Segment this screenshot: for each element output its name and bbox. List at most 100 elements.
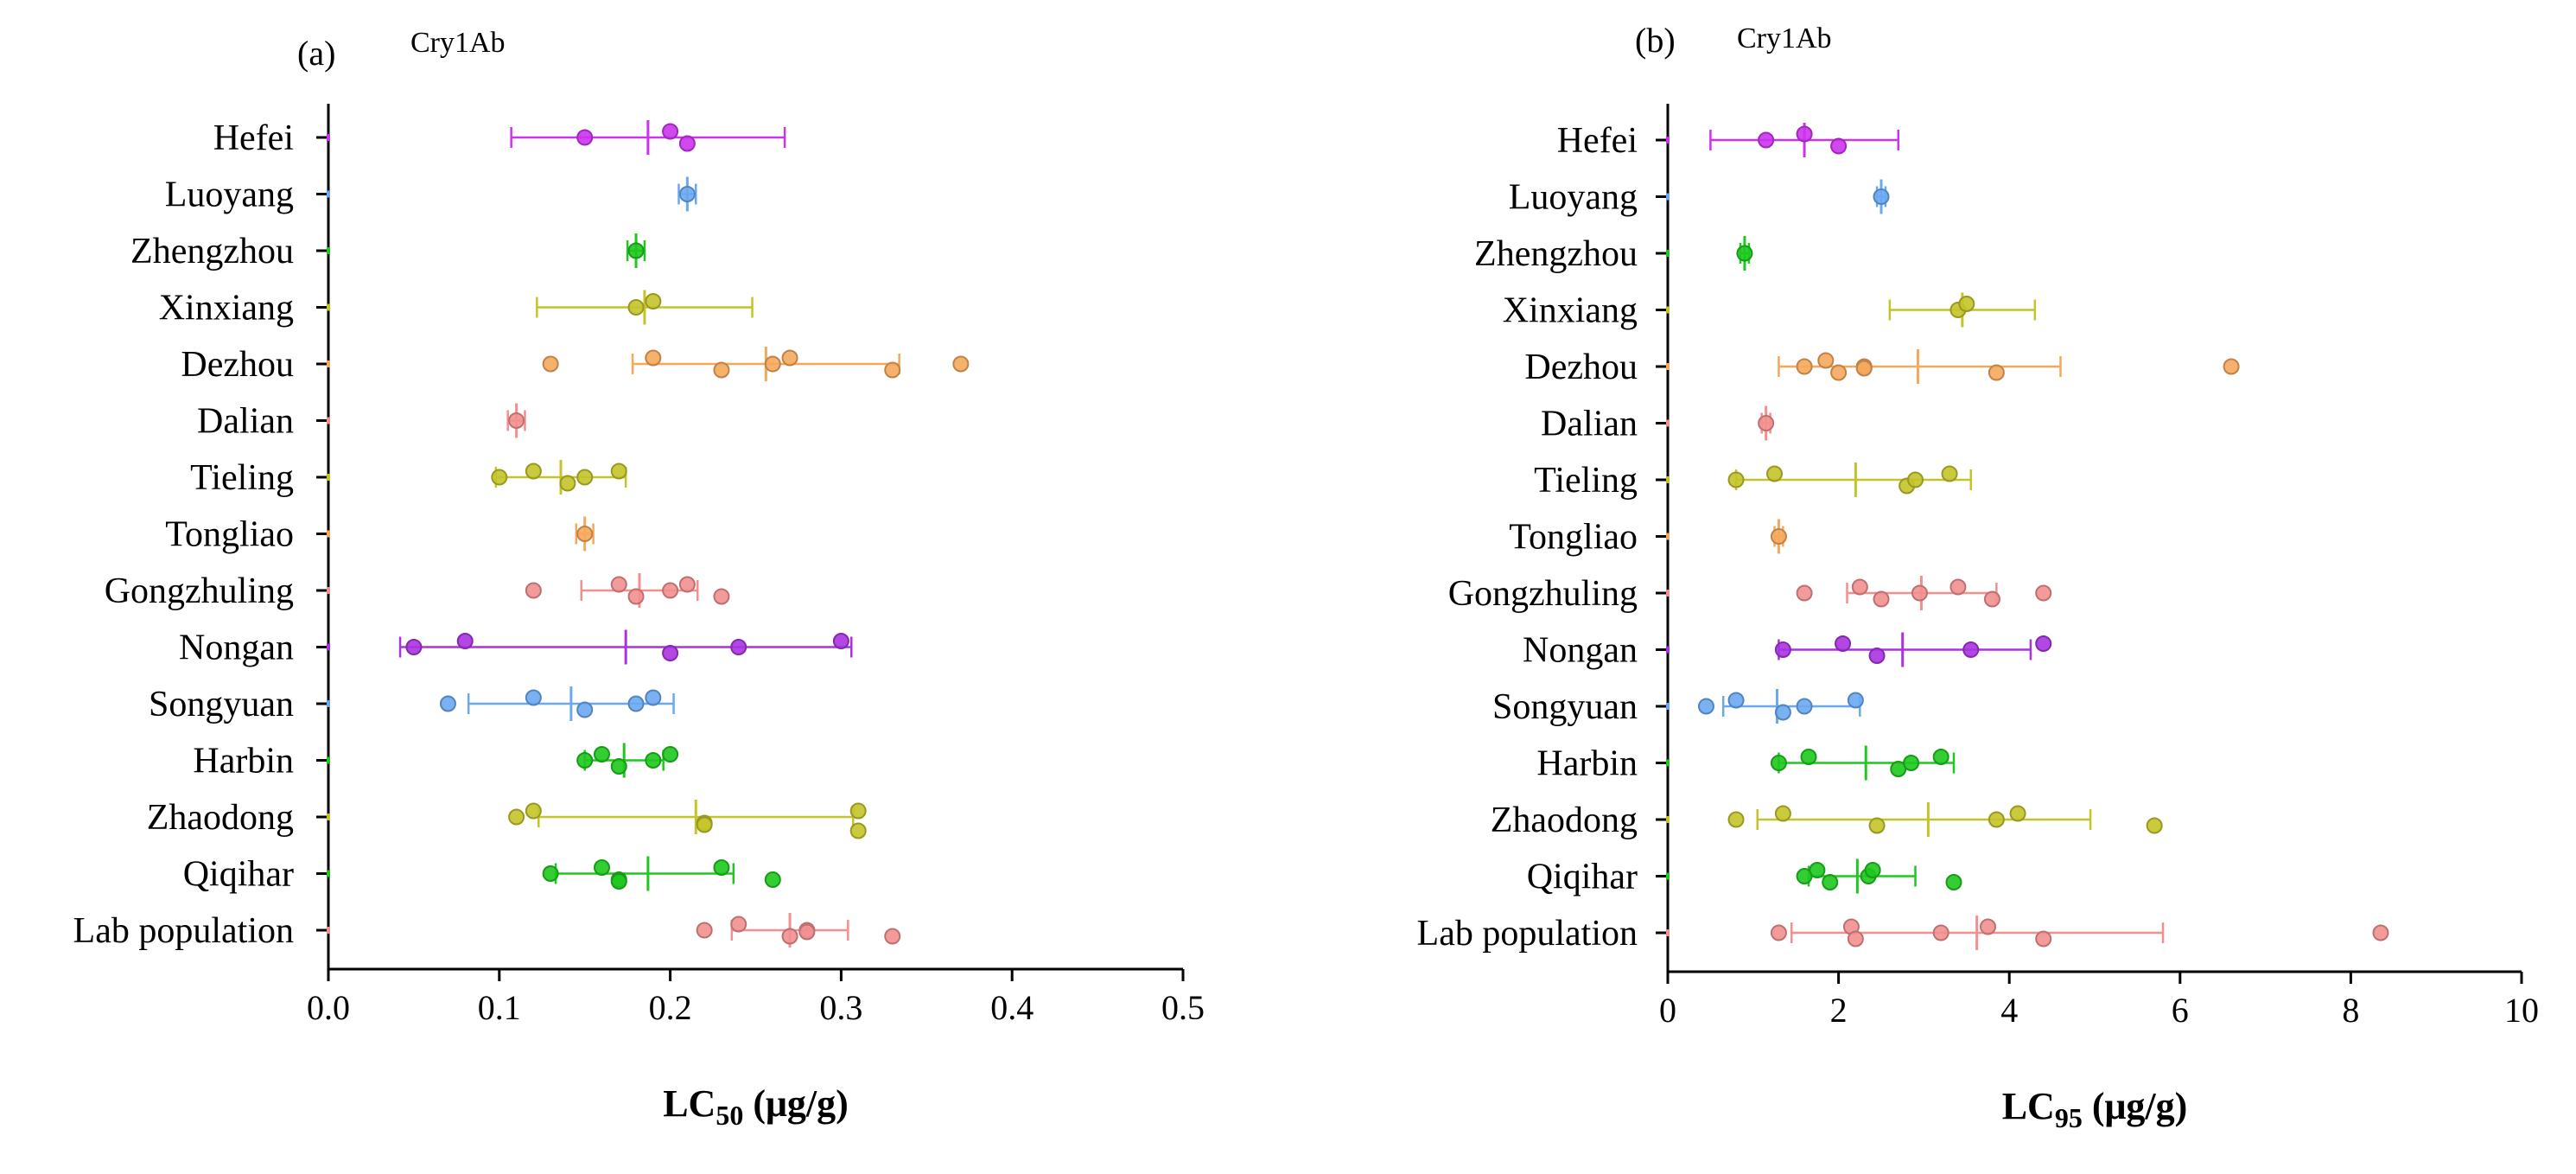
data-point xyxy=(662,582,679,599)
data-point xyxy=(1770,528,1787,545)
data-point xyxy=(1847,930,1864,947)
data-point xyxy=(730,639,747,655)
x-tick-label: 10 xyxy=(2504,991,2539,1030)
data-point xyxy=(1774,805,1791,822)
category-label: Dezhou xyxy=(1524,348,1638,387)
data-point xyxy=(1988,811,2005,828)
data-point xyxy=(1873,188,1890,205)
data-point xyxy=(576,469,594,486)
data-point xyxy=(1980,918,1996,935)
category-label: Qiqihar xyxy=(183,855,294,895)
data-point xyxy=(1770,755,1787,771)
category-label: Nongan xyxy=(1523,631,1638,671)
data-point xyxy=(1835,635,1852,652)
data-point xyxy=(730,916,747,933)
data-point xyxy=(662,123,679,140)
data-point xyxy=(1774,704,1791,721)
data-point xyxy=(1847,692,1864,709)
data-point xyxy=(884,928,901,945)
x-tick-label: 8 xyxy=(2342,991,2359,1030)
data-point xyxy=(2009,805,2026,822)
data-point xyxy=(662,746,679,762)
x-axis-label: LC95 (μg/g) xyxy=(2002,1085,2188,1133)
data-point xyxy=(1809,862,1826,878)
panel-b-chart: (b) Cry1Ab 0 2 4 6 8 10 LC95 (μg/g) Hefei Luoyang Z… xyxy=(1417,21,2539,1133)
panel-label: (b) xyxy=(1635,21,1676,60)
category-label: Songyuan xyxy=(1492,687,1638,727)
data-point xyxy=(1932,749,1949,765)
category-label: Gongzhuling xyxy=(105,571,294,611)
data-point xyxy=(1758,415,1775,431)
data-point xyxy=(696,922,713,939)
data-point xyxy=(627,695,645,712)
data-point xyxy=(1962,641,1980,658)
data-point xyxy=(645,293,662,309)
data-point xyxy=(798,923,816,941)
data-point xyxy=(627,588,645,605)
data-point xyxy=(1949,578,1967,596)
x-tick-label: 0.0 xyxy=(307,988,350,1027)
x-tick-label: 4 xyxy=(2000,991,2018,1030)
x-tick-label: 6 xyxy=(2172,991,2189,1030)
category-label: Zhaodong xyxy=(147,798,294,838)
data-point xyxy=(576,752,594,769)
category-label: Tongliao xyxy=(165,515,294,555)
category-label: Hefei xyxy=(1557,121,1638,161)
data-point xyxy=(610,576,627,593)
data-point xyxy=(1958,296,1975,312)
x-axis-label-subscript: 95 xyxy=(2055,1102,2083,1133)
data-point xyxy=(662,645,679,661)
data-point xyxy=(1774,641,1791,658)
data-point xyxy=(849,802,867,820)
data-point xyxy=(2146,817,2163,834)
data-point xyxy=(1727,692,1745,709)
data-point xyxy=(713,361,730,379)
data-point xyxy=(491,469,508,486)
data-point xyxy=(627,299,645,316)
category-label: Dalian xyxy=(197,402,294,442)
data-point xyxy=(1817,352,1835,369)
category-label: Lab population xyxy=(73,911,294,951)
data-point xyxy=(678,186,696,202)
data-point xyxy=(1868,648,1886,664)
chart-subtitle: Cry1Ab xyxy=(410,27,506,59)
data-point xyxy=(1800,749,1817,765)
category-label: Xinxiang xyxy=(1503,291,1638,331)
data-point xyxy=(1727,811,1745,828)
category-label: Zhengzhou xyxy=(130,232,294,271)
x-axis-label: LC50 (μg/g) xyxy=(663,1082,849,1131)
data-point xyxy=(508,412,525,429)
category-label: Gongzhuling xyxy=(1448,574,1638,614)
category-label: Harbin xyxy=(1536,744,1638,784)
data-point xyxy=(2035,930,2052,947)
data-point xyxy=(508,808,525,826)
category-label: Nongan xyxy=(179,628,294,668)
data-point xyxy=(525,689,542,706)
data-point xyxy=(456,633,474,649)
category-label: Dezhou xyxy=(181,345,294,385)
category-label: Tongliao xyxy=(1509,518,1638,558)
data-point xyxy=(1945,874,1962,890)
data-point xyxy=(576,129,594,146)
data-point xyxy=(610,463,627,480)
data-point xyxy=(576,701,594,718)
x-tick-label: 0 xyxy=(1659,991,1676,1030)
data-point xyxy=(764,871,781,888)
data-point xyxy=(1941,465,1958,482)
data-point xyxy=(593,746,610,762)
x-tick-label: 0.1 xyxy=(478,988,521,1027)
category-label: Luoyang xyxy=(1509,178,1638,218)
data-point xyxy=(525,582,542,599)
x-axis-label-main: LC xyxy=(663,1082,716,1125)
data-point xyxy=(1796,698,1813,715)
data-point xyxy=(1830,137,1848,155)
data-point xyxy=(2035,584,2052,602)
category-label: Harbin xyxy=(193,742,294,782)
data-point xyxy=(645,689,662,706)
x-axis-label-subscript: 50 xyxy=(716,1100,743,1131)
category-label: Tieling xyxy=(190,458,294,498)
x-tick-label: 0.5 xyxy=(1161,988,1205,1027)
data-point xyxy=(1796,584,1813,602)
category-label: Xinxiang xyxy=(159,289,294,329)
